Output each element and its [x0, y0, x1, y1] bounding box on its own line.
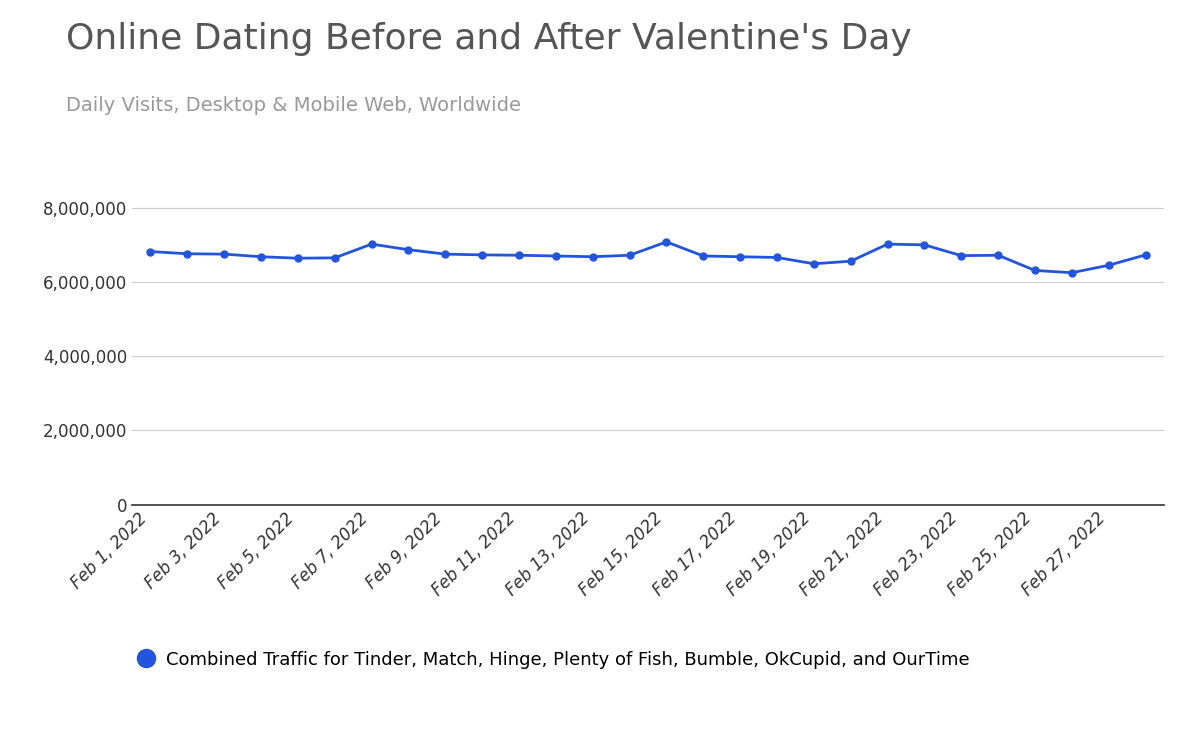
Text: Online Dating Before and After Valentine's Day: Online Dating Before and After Valentine… [66, 22, 912, 56]
Text: Daily Visits, Desktop & Mobile Web, Worldwide: Daily Visits, Desktop & Mobile Web, Worl… [66, 96, 521, 116]
Legend: Combined Traffic for Tinder, Match, Hinge, Plenty of Fish, Bumble, OkCupid, and : Combined Traffic for Tinder, Match, Hing… [142, 651, 970, 669]
